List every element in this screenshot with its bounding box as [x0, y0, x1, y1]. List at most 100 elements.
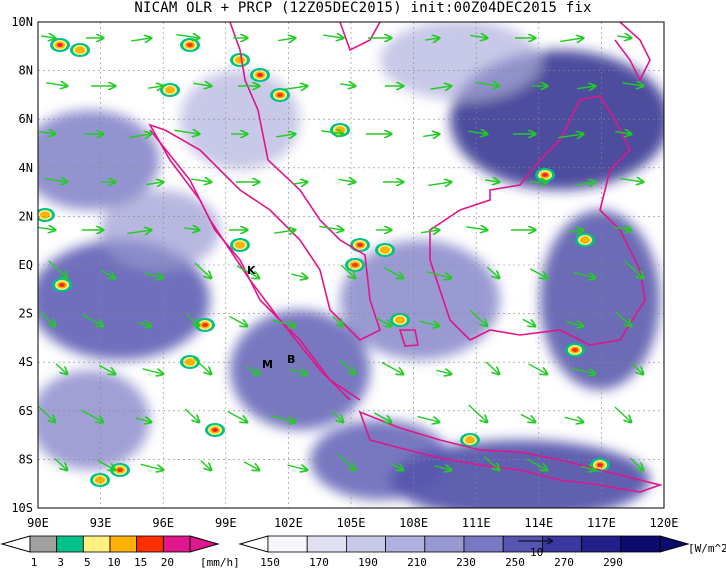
map-area: K M B — [38, 22, 664, 508]
olr-colorbar-swatch — [620, 535, 661, 553]
wind-vector — [520, 413, 535, 422]
precip-cell — [38, 208, 55, 222]
wind-vector — [186, 313, 199, 326]
wind-vector — [323, 35, 343, 38]
wind-vector — [529, 268, 547, 278]
precip-cell — [390, 313, 410, 327]
olr-colorbar-swatch — [306, 535, 347, 553]
wind-vector — [100, 269, 115, 278]
wind-vector — [227, 410, 247, 422]
coastlines — [148, 22, 663, 493]
wind-vector — [575, 182, 595, 185]
wind-vector — [423, 134, 439, 136]
wind-vector — [468, 131, 487, 134]
olr-colorbar-swatch — [385, 535, 426, 553]
precip-colorbar-swatch — [29, 535, 58, 553]
wind-vector — [566, 322, 583, 326]
wind-vector — [38, 227, 55, 230]
wind-vector — [573, 271, 595, 278]
station-marker: B — [287, 353, 295, 366]
wind-vector — [39, 311, 55, 326]
wind-vector — [291, 274, 307, 278]
wind-vector — [321, 131, 343, 134]
olr-colorbar-right-arrow — [659, 535, 690, 553]
wind-vector — [614, 406, 631, 422]
wind-vector — [142, 368, 163, 374]
precip-colorbar-label: 10 — [107, 556, 120, 569]
precip-cell — [330, 123, 350, 137]
wind-vector — [337, 453, 355, 470]
wind-vector — [486, 266, 499, 278]
wind-vector — [577, 86, 595, 89]
wind-vector — [245, 366, 259, 374]
wind-vector — [44, 179, 67, 182]
wind-vector — [615, 311, 631, 326]
wind-vector — [468, 404, 487, 422]
wind-vector — [293, 182, 307, 184]
olr-colorbar-swatch — [463, 535, 504, 553]
map-frame — [37, 21, 665, 509]
precip-cell — [160, 83, 180, 97]
wind-vector — [140, 463, 163, 470]
wind-vector — [272, 319, 295, 326]
lon-tick-label: 111E — [462, 516, 491, 530]
olr-unit-label: [W/m^2] — [688, 542, 726, 555]
wind-vector — [417, 415, 439, 422]
lon-tick-label: 120E — [650, 516, 679, 530]
precip-colorbar-label: 1 — [31, 556, 38, 569]
wind-vector — [55, 363, 67, 374]
precip-cell — [375, 243, 395, 257]
coastline-java — [358, 410, 663, 493]
wind-vector — [436, 370, 451, 374]
wind-vector — [193, 83, 211, 86]
wind-vector — [200, 459, 211, 470]
wind-vector — [148, 86, 163, 88]
wind-vector — [469, 309, 487, 326]
lon-axis-labels: 90E 93E 96E 99E 102E 105E 108E 111E 114E 117E 120E — [27, 516, 678, 530]
wind-vector — [426, 271, 451, 278]
wind-vector — [340, 264, 355, 278]
wind-vector — [80, 409, 103, 422]
wind-vector — [184, 408, 199, 422]
wind-vector — [137, 323, 151, 326]
lat-tick-label: 8N — [19, 64, 33, 78]
wind-vector — [522, 318, 535, 326]
wind-vector — [528, 363, 547, 374]
olr-colorbar-label: 290 — [603, 556, 623, 569]
wind-vector — [144, 273, 163, 278]
lon-tick-label: 114E — [524, 516, 553, 530]
wind-vector — [135, 418, 151, 422]
wind-vector — [485, 180, 499, 182]
wind-vector — [381, 361, 403, 374]
precip-colorbar-label: 15 — [134, 556, 147, 569]
precip-colorbar-swatch — [136, 535, 164, 553]
lon-tick-label: 90E — [27, 516, 49, 530]
wind-vector — [470, 35, 487, 38]
precip-colorbar: 1 3 5 10 15 20 [mm/h] — [0, 535, 240, 569]
station-markers: K M B — [247, 264, 295, 371]
precip-colorbar-swatch — [56, 535, 84, 553]
coastline-vietnam — [614, 22, 651, 82]
lon-tick-label: 93E — [90, 516, 112, 530]
wind-vector — [466, 227, 487, 230]
wind-vector — [558, 134, 583, 138]
wind-vector — [617, 36, 631, 38]
figure-title: NICAM OLR + PRCP (12Z05DEC2015) init:00Z… — [134, 0, 592, 16]
wind-vector — [330, 410, 343, 422]
olr-colorbar-swatch — [542, 535, 583, 553]
wind-vector — [428, 182, 451, 185]
olr-colorbar-label: 210 — [407, 556, 427, 569]
olr-colorbar-swatch — [424, 535, 465, 553]
wind-vector — [339, 359, 355, 374]
precip-cell — [565, 343, 585, 357]
station-marker: K — [247, 264, 256, 277]
precip-cell — [460, 433, 480, 447]
wind-vector — [383, 266, 403, 278]
precip-cell — [110, 463, 130, 477]
olr-colorbar-label: 170 — [309, 556, 329, 569]
precip-cell — [52, 278, 72, 292]
lat-tick-label: EQ — [19, 258, 33, 272]
wind-vector — [82, 314, 103, 326]
precip-colorbar-label: 5 — [84, 556, 91, 569]
wind-vector — [434, 466, 451, 470]
